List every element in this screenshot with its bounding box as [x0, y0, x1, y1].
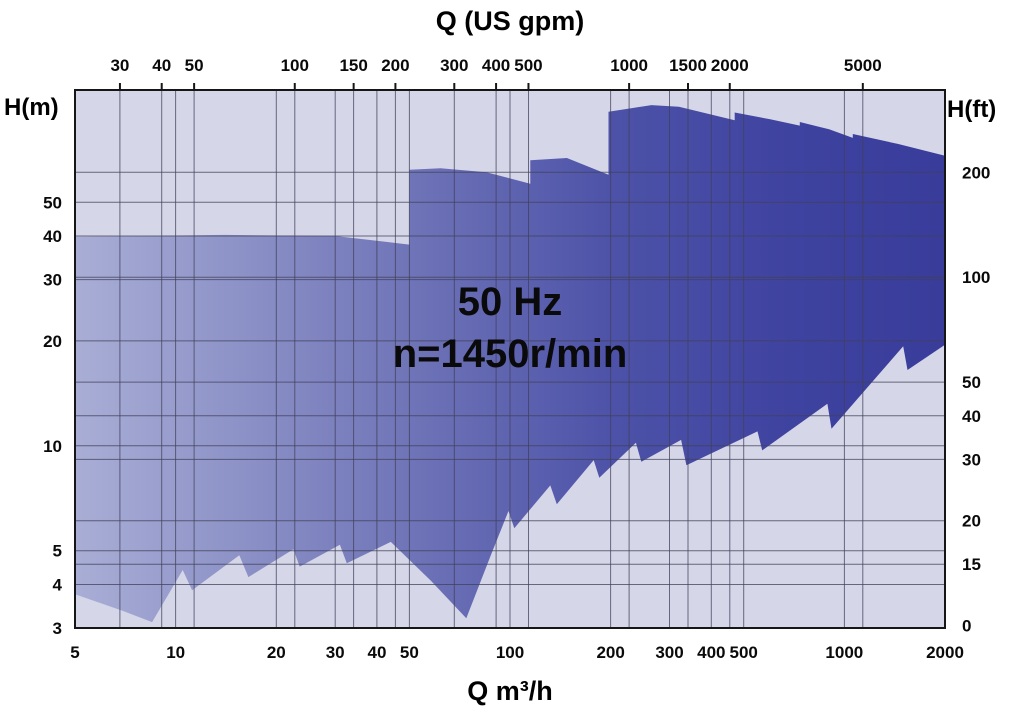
- top-tick-label: 300: [440, 56, 468, 75]
- bottom-tick-label: 30: [326, 643, 345, 662]
- bottom-tick-label: 50: [400, 643, 419, 662]
- right-tick-label: 0: [962, 617, 971, 636]
- bottom-tick-label: 40: [367, 643, 386, 662]
- top-tick-label: 400: [482, 56, 510, 75]
- top-axis-title: Q (US gpm): [435, 6, 585, 36]
- right-tick-label: 40: [962, 407, 981, 426]
- annotation-line2: n=1450r/min: [392, 332, 628, 376]
- bottom-tick-label: 20: [267, 643, 286, 662]
- top-tick-label: 2000: [711, 56, 749, 75]
- left-tick-label: 30: [43, 271, 62, 290]
- top-tick-label: 5000: [844, 56, 882, 75]
- left-tick-label: 40: [43, 227, 62, 246]
- left-tick-label: 5: [53, 542, 62, 561]
- annotation: 50 Hz n=1450r/min: [75, 276, 945, 380]
- bottom-tick-label: 2000: [926, 643, 964, 662]
- top-tick-label: 200: [381, 56, 409, 75]
- left-axis-title: H(m): [4, 94, 59, 121]
- top-tick-label: 40: [152, 56, 171, 75]
- annotation-line1: 50 Hz: [457, 280, 563, 324]
- bottom-tick-label: 200: [596, 643, 624, 662]
- left-tick-label: 4: [53, 575, 63, 594]
- bottom-axis-title: Q m³/h: [467, 676, 553, 706]
- bottom-tick-label: 300: [655, 643, 683, 662]
- right-tick-label: 200: [962, 163, 990, 182]
- plot-border: [74, 89, 946, 629]
- right-axis-title: H(ft): [947, 96, 997, 123]
- bottom-tick-label: 400: [697, 643, 725, 662]
- top-tick-label: 150: [339, 56, 367, 75]
- right-tick-label: 20: [962, 512, 981, 531]
- left-tick-label: 50: [43, 193, 62, 212]
- bottom-tick-label: 1000: [825, 643, 863, 662]
- right-tick-label: 15: [962, 555, 981, 574]
- bottom-tick-label: 500: [730, 643, 758, 662]
- top-tick-label: 100: [281, 56, 309, 75]
- top-tick-label: 50: [185, 56, 204, 75]
- top-tick-label: 30: [110, 56, 129, 75]
- bottom-tick-label: 5: [70, 643, 79, 662]
- right-tick-label: 50: [962, 373, 981, 392]
- top-tick-label: 500: [514, 56, 542, 75]
- bottom-tick-label: 100: [496, 643, 524, 662]
- bottom-tick-label: 10: [166, 643, 185, 662]
- left-tick-label: 10: [43, 437, 62, 456]
- top-tick-label: 1500: [669, 56, 707, 75]
- left-tick-label: 20: [43, 332, 62, 351]
- left-tick-label: 3: [53, 619, 62, 638]
- right-tick-label: 30: [962, 450, 981, 469]
- right-tick-label: 100: [962, 268, 990, 287]
- top-tick-label: 1000: [610, 56, 648, 75]
